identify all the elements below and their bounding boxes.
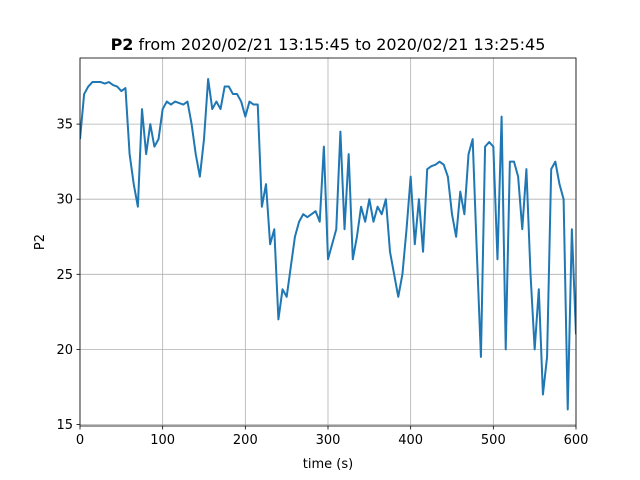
x-tick-label: 400 (398, 433, 423, 448)
x-tick-label: 600 (564, 433, 589, 448)
y-tick-label: 25 (56, 268, 73, 283)
y-tick-label: 35 (56, 118, 73, 133)
title-rest: from 2020/02/21 13:15:45 to 2020/02/21 1… (139, 35, 546, 54)
x-tick-label: 200 (233, 433, 258, 448)
x-axis-label: time (s) (303, 457, 353, 472)
y-tick-label: 15 (56, 418, 73, 433)
chart-title: P2 from 2020/02/21 13:15:45 to 2020/02/2… (111, 35, 546, 54)
title-bold: P2 (111, 35, 134, 54)
y-tick-label: 20 (56, 343, 73, 358)
x-tick-label: 0 (76, 433, 84, 448)
y-axis-label: P2 (33, 234, 48, 250)
x-tick-label: 100 (150, 433, 175, 448)
plot-frame (79, 57, 577, 427)
x-tick-label: 300 (316, 433, 341, 448)
x-tick-label: 500 (481, 433, 506, 448)
y-tick-label: 30 (56, 193, 73, 208)
data-line (80, 78, 576, 411)
